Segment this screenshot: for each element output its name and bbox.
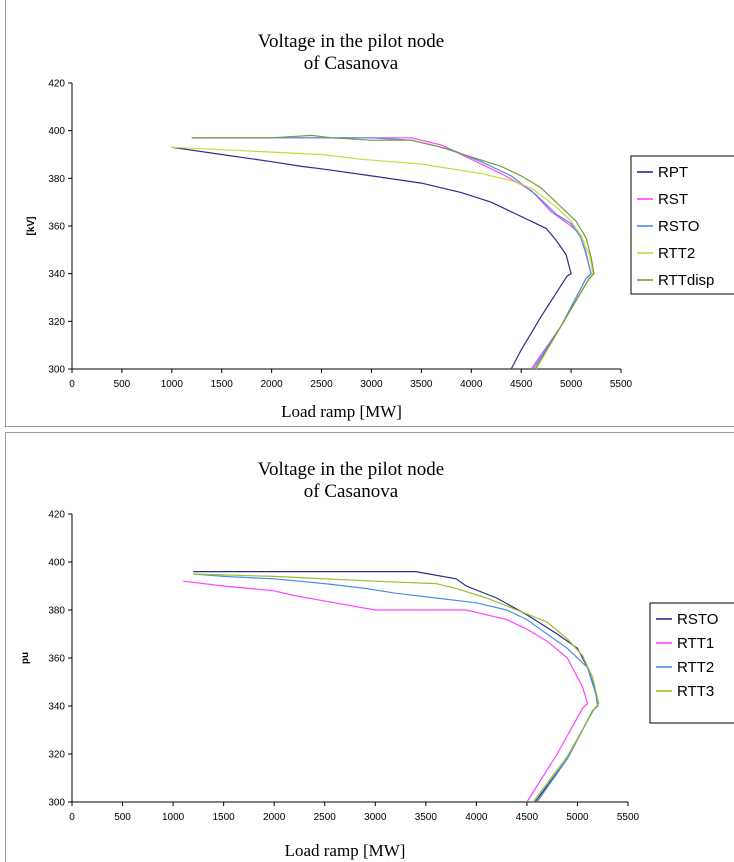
y-tick-label: 380 — [48, 174, 65, 185]
x-tick-label: 0 — [69, 379, 75, 390]
legend-label: RTT1 — [677, 635, 714, 652]
y-tick-label: 360 — [48, 654, 65, 665]
x-tick-label: 1500 — [213, 812, 236, 823]
y-tick-label: 320 — [48, 317, 65, 328]
legend-box — [630, 155, 734, 295]
x-axis-label: Load ramp [MW] — [285, 841, 406, 860]
y-tick-label: 300 — [48, 365, 65, 376]
x-tick-label: 3000 — [360, 379, 383, 390]
x-tick-label: 5500 — [610, 379, 633, 390]
y-tick-label: 380 — [48, 606, 65, 617]
x-tick-label: 4500 — [516, 812, 539, 823]
legend-box — [649, 602, 734, 724]
y-tick-label: 400 — [48, 558, 65, 569]
series-line-rtt3 — [193, 573, 600, 803]
chart-title-line: of Casanova — [304, 53, 399, 74]
y-tick-label: 340 — [48, 269, 65, 280]
y-axis-label: pu — [20, 652, 31, 664]
x-tick-label: 3000 — [364, 812, 387, 823]
legend-label: RTTdisp — [658, 272, 714, 289]
x-tick-label: 2500 — [314, 812, 337, 823]
legend-label: RTT2 — [677, 659, 714, 676]
legend-label: RST — [658, 191, 688, 208]
series-line-rsto — [193, 571, 599, 803]
x-tick-label: 2000 — [261, 379, 284, 390]
legend: RPT RST RSTO RTT2 RTTdisp — [630, 155, 734, 295]
x-tick-label: 500 — [114, 379, 131, 390]
x-axis-label: Load ramp [MW] — [281, 402, 402, 421]
x-tick-label: 5500 — [617, 812, 640, 823]
y-tick-label: 340 — [48, 702, 65, 713]
x-tick-label: 2500 — [310, 379, 333, 390]
legend-label: RSTO — [677, 611, 718, 628]
x-tick-label: 3500 — [410, 379, 433, 390]
legend-label: RSTO — [658, 218, 699, 235]
y-tick-label: 420 — [48, 79, 65, 90]
y-tick-label: 400 — [48, 126, 65, 137]
x-tick-label: 4000 — [465, 812, 488, 823]
x-tick-label: 2000 — [263, 812, 286, 823]
series-line-rttdisp — [191, 134, 595, 370]
x-tick-label: 1000 — [161, 379, 184, 390]
x-tick-label: 4000 — [460, 379, 483, 390]
chart-title-line: Voltage in the pilot node — [258, 459, 444, 480]
y-tick-label: 420 — [48, 510, 65, 521]
x-tick-label: 500 — [114, 812, 131, 823]
x-tick-label: 1500 — [211, 379, 234, 390]
y-tick-label: 300 — [48, 798, 65, 809]
series-line-rtt1 — [183, 580, 589, 803]
series-line-rtt2 — [193, 573, 599, 803]
x-tick-label: 5000 — [560, 379, 583, 390]
series-line-rtt2 — [171, 146, 594, 370]
series-line-rpt — [171, 146, 572, 370]
chart-panel-kv: Voltage in the pilot node of Casanova 300 3… — [5, 0, 734, 427]
y-axis-label: [kV] — [26, 217, 37, 236]
chart-panel-pu: Voltage in the pilot node of Casanova 300 3… — [5, 432, 734, 862]
legend-label: RPT — [658, 164, 688, 181]
y-tick-label: 320 — [48, 750, 65, 761]
x-tick-label: 0 — [69, 812, 75, 823]
chart-title-line: Voltage in the pilot node — [258, 31, 444, 52]
legend-label: RTT2 — [658, 245, 695, 262]
x-tick-label: 3500 — [415, 812, 438, 823]
x-tick-label: 1000 — [162, 812, 185, 823]
y-tick-label: 360 — [48, 222, 65, 233]
legend-label: RTT3 — [677, 683, 714, 700]
x-tick-label: 5000 — [566, 812, 589, 823]
chart-title-line: of Casanova — [304, 481, 399, 502]
x-tick-label: 4500 — [510, 379, 533, 390]
series-line-rsto — [191, 137, 592, 370]
legend: RSTO RTT1 RTT2 RTT3 — [649, 602, 734, 724]
